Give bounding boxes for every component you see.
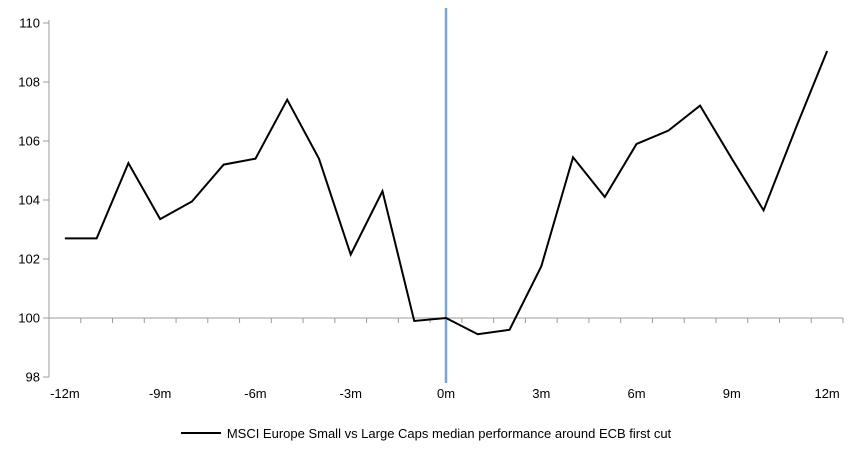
x-axis-tick-label: 3m <box>532 386 550 401</box>
x-axis-tick-label: 9m <box>723 386 741 401</box>
y-axis-tick-label: 100 <box>18 311 40 326</box>
y-axis-tick-label: 104 <box>18 193 40 208</box>
x-axis-tick-label: -3m <box>340 386 362 401</box>
y-axis-tick-label: 102 <box>18 252 40 267</box>
legend-label: MSCI Europe Small vs Large Caps median p… <box>226 425 672 441</box>
y-axis-tick-label: 108 <box>18 75 40 90</box>
x-axis-tick-label: 6m <box>628 386 646 401</box>
x-axis-tick-label: -9m <box>149 386 171 401</box>
x-axis-tick-label: -6m <box>244 386 266 401</box>
line-chart-canvas: 98 100 102 104 106 108 110 -12m -9m -6m -3m 0m 3m 6m 9… <box>18 8 844 401</box>
y-axis-tick-label: 110 <box>19 16 40 31</box>
x-axis-tick-label: 0m <box>437 386 455 401</box>
y-axis-tick-label: 106 <box>18 134 40 149</box>
legend: MSCI Europe Small vs Large Caps median p… <box>0 419 852 447</box>
series-line <box>64 50 829 336</box>
x-axis-tick-label: 12m <box>814 386 839 401</box>
x-axis-tick-label: -12m <box>50 386 80 401</box>
y-axis-tick-label: 98 <box>26 370 40 385</box>
legend-line-swatch <box>180 432 221 434</box>
